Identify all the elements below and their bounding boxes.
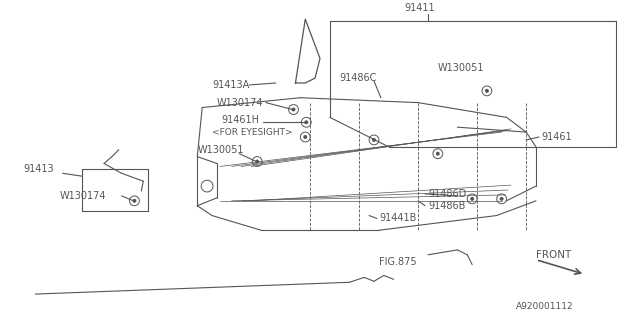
Circle shape bbox=[304, 120, 308, 124]
Text: 91461H: 91461H bbox=[222, 115, 260, 125]
Circle shape bbox=[372, 138, 376, 142]
Text: W130051: W130051 bbox=[197, 145, 244, 155]
Text: 91413A: 91413A bbox=[212, 80, 249, 90]
Text: W130174: W130174 bbox=[217, 98, 264, 108]
Circle shape bbox=[292, 108, 296, 111]
Text: 91486C: 91486C bbox=[340, 73, 377, 83]
Circle shape bbox=[485, 89, 489, 93]
Circle shape bbox=[436, 152, 440, 156]
Text: 91411: 91411 bbox=[404, 3, 435, 13]
Text: A920001112: A920001112 bbox=[516, 302, 574, 311]
Text: W130051: W130051 bbox=[438, 63, 484, 73]
Text: FRONT: FRONT bbox=[536, 250, 572, 260]
Text: FIG.875: FIG.875 bbox=[379, 257, 417, 267]
Text: 91486D: 91486D bbox=[428, 189, 466, 199]
Text: 91413: 91413 bbox=[24, 164, 54, 174]
Text: 91441B: 91441B bbox=[379, 213, 416, 223]
Circle shape bbox=[470, 197, 474, 201]
Text: W130174: W130174 bbox=[60, 191, 106, 201]
Circle shape bbox=[500, 197, 504, 201]
Circle shape bbox=[303, 135, 307, 139]
Text: 91461: 91461 bbox=[541, 132, 572, 142]
Circle shape bbox=[255, 160, 259, 164]
Text: <FOR EYESIGHT>: <FOR EYESIGHT> bbox=[212, 128, 292, 137]
Circle shape bbox=[132, 199, 136, 203]
Text: 91486B: 91486B bbox=[428, 201, 465, 211]
